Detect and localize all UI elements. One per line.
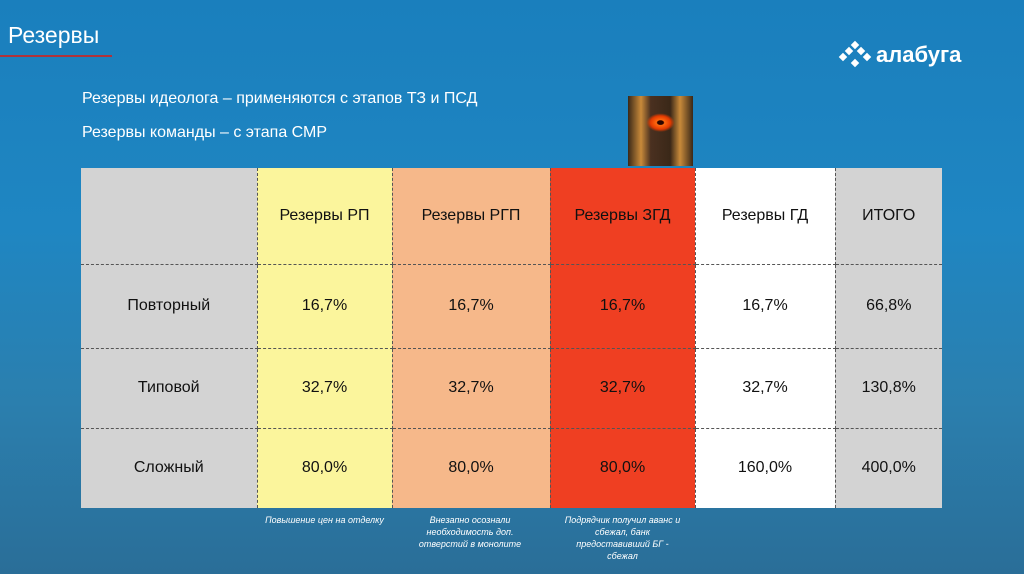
cell: 32,7% [695, 348, 836, 429]
cell: 80,0% [392, 428, 551, 508]
cell: 80,0% [550, 428, 696, 508]
header-cell: Резервы РГП [392, 168, 551, 265]
row-label: Сложный [81, 428, 258, 508]
header-cell: ИТОГО [835, 168, 942, 265]
page-title: Резервы [8, 22, 100, 48]
total-cell: 400,0% [835, 428, 942, 508]
cell: 16,7% [392, 264, 551, 349]
cell: 32,7% [392, 348, 551, 429]
title-underline [0, 55, 112, 57]
cell: 80,0% [257, 428, 393, 508]
table-row: Типовой 32,7% 32,7% 32,7% 32,7% 130,8% [81, 348, 942, 429]
cell: 16,7% [257, 264, 393, 349]
table-row: Сложный 80,0% 80,0% 80,0% 160,0% 400,0% [81, 428, 942, 508]
subtitle-team: Резервы команды – с этапа СМР [82, 124, 328, 141]
logo-text: алабуга [876, 42, 962, 67]
cell: 16,7% [550, 264, 696, 349]
cell: 16,7% [695, 264, 836, 349]
logo-icon [838, 40, 872, 68]
row-label: Типовой [81, 348, 258, 429]
total-cell: 66,8% [835, 264, 942, 349]
eye-of-sauron-image [628, 96, 693, 166]
note-zgd: Подрядчик получил аванс и сбежал, банк п… [564, 515, 681, 561]
cell: 32,7% [550, 348, 696, 429]
note-rp: Повышение цен на отделку [265, 515, 384, 525]
header-cell: Резервы РП [257, 168, 393, 265]
table-header-row: Резервы РП Резервы РГП Резервы ЗГД Резер… [81, 168, 942, 265]
subtitle-ideolog: Резервы идеолога – применяются с этапов … [82, 90, 478, 107]
cell: 32,7% [257, 348, 393, 429]
note-rgp: Внезапно осознали необходимость доп. отв… [418, 515, 522, 549]
reserves-table: Резервы РП Резервы РГП Резервы ЗГД Резер… [81, 168, 942, 508]
logo: алабуга [838, 40, 962, 68]
cell: 160,0% [695, 428, 836, 508]
header-cell: Резервы ГД [695, 168, 836, 265]
total-cell: 130,8% [835, 348, 942, 429]
row-label: Повторный [81, 264, 258, 349]
header-cell [81, 168, 258, 265]
header-cell: Резервы ЗГД [550, 168, 696, 265]
table-row: Повторный 16,7% 16,7% 16,7% 16,7% 66,8% [81, 264, 942, 349]
